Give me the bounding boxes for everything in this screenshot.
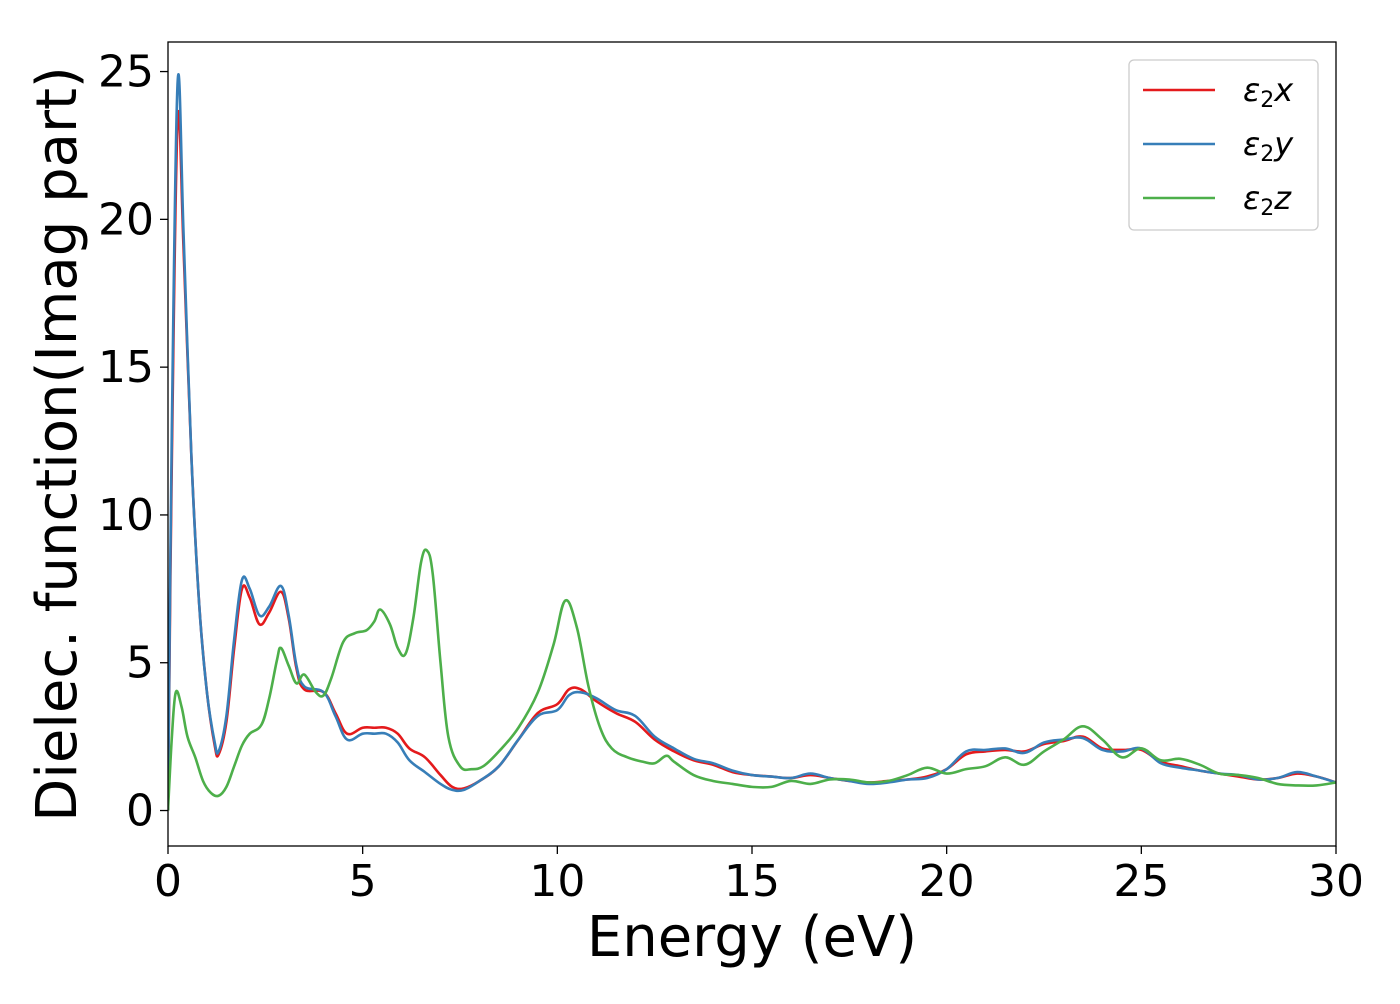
x-tick-label: 10	[529, 856, 585, 907]
x-axis-label: Energy (eV)	[587, 905, 917, 970]
series-line-y	[168, 73, 1336, 811]
y-tick-label: 25	[98, 47, 154, 98]
y-tick-label: 15	[98, 342, 154, 393]
x-tick-label: 0	[154, 856, 182, 907]
y-tick-label: 20	[98, 194, 154, 245]
x-tick-label: 25	[1113, 856, 1169, 907]
y-axis-ticks: 0 5 10 15 20 25	[98, 47, 168, 837]
legend-label-x: ε2x	[1243, 71, 1294, 113]
y-axis-label: Dielec. function(Imag part)	[25, 66, 90, 822]
y-tick-label: 5	[126, 638, 154, 689]
y-tick-label: 10	[98, 490, 154, 541]
series-layer	[168, 73, 1336, 811]
legend: ε2x ε2y ε2z	[1128, 59, 1319, 231]
series-line-z	[168, 548, 1336, 811]
legend-label-z: ε2z	[1243, 179, 1292, 221]
x-axis-ticks: 0 5 10 15 20 25 30	[154, 846, 1364, 907]
x-tick-label: 20	[919, 856, 975, 907]
x-tick-label: 15	[724, 856, 780, 907]
x-tick-label: 30	[1308, 856, 1364, 907]
legend-label-y: ε2y	[1243, 125, 1294, 167]
legend-box	[1128, 59, 1319, 231]
y-tick-label: 0	[126, 786, 154, 837]
x-tick-label: 5	[349, 856, 377, 907]
